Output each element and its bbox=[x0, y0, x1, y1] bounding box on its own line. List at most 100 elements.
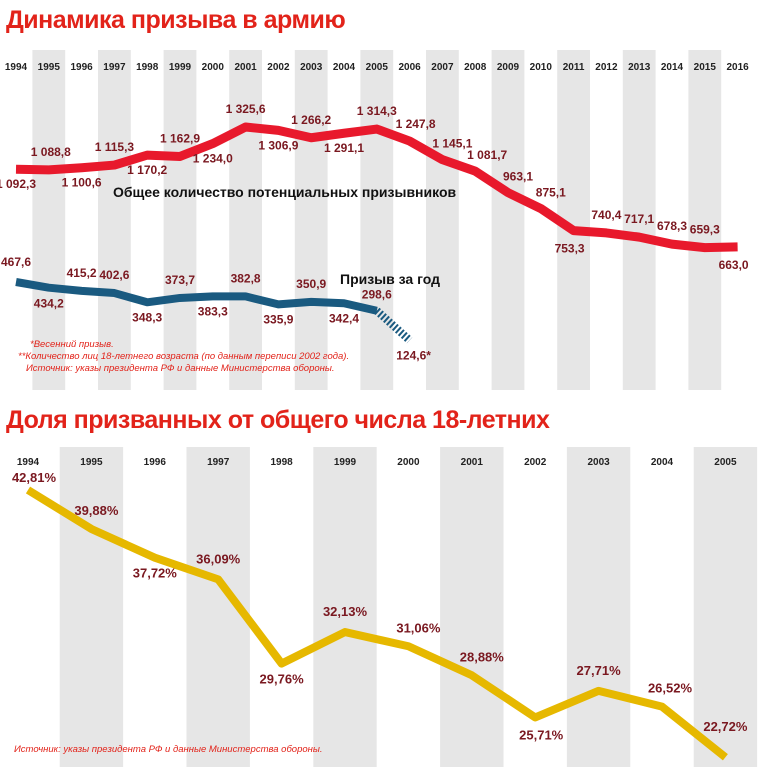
data-label-potential: 1 266,2 bbox=[291, 113, 331, 127]
data-label-potential: 1 291,1 bbox=[324, 141, 364, 155]
data-label-potential: 717,1 bbox=[624, 212, 654, 226]
x-tick-label: 2004 bbox=[333, 62, 356, 73]
data-label-conscripted: 383,3 bbox=[198, 304, 228, 318]
grid-stripe bbox=[229, 50, 262, 390]
grid-stripe bbox=[163, 50, 197, 390]
data-label-conscripted: 350,9 bbox=[296, 277, 326, 291]
x-tick-label: 1998 bbox=[270, 457, 293, 468]
x-tick-label: 2002 bbox=[524, 457, 547, 468]
series-label-potential: Общее количество потенциальных призывник… bbox=[113, 184, 456, 200]
data-label-potential: 663,0 bbox=[719, 258, 749, 272]
data-label-potential: 1 100,6 bbox=[62, 176, 102, 190]
x-tick-label: 2000 bbox=[397, 457, 420, 468]
data-label-share: 29,76% bbox=[260, 672, 305, 687]
x-tick-label: 2008 bbox=[464, 62, 487, 73]
series-line-conscripted bbox=[15, 278, 378, 315]
data-label-share: 36,09% bbox=[196, 551, 241, 566]
data-label-share: 39,88% bbox=[74, 503, 119, 518]
x-tick-label: 1994 bbox=[17, 457, 40, 468]
x-tick-label: 2009 bbox=[497, 62, 520, 73]
x-tick-label: 1996 bbox=[144, 457, 167, 468]
data-label-potential: 1 170,2 bbox=[127, 163, 167, 177]
data-label-conscripted: 467,6 bbox=[1, 255, 31, 269]
grid-stripe bbox=[440, 447, 504, 767]
series-line-share bbox=[25, 486, 728, 761]
x-tick-label: 2003 bbox=[587, 457, 610, 468]
x-tick-label: 1995 bbox=[38, 62, 61, 73]
x-tick-label: 2000 bbox=[202, 62, 225, 73]
x-tick-label: 1999 bbox=[169, 62, 192, 73]
grid-stripe bbox=[426, 50, 459, 390]
x-tick-label: 2001 bbox=[234, 62, 257, 73]
data-label-conscripted: 402,6 bbox=[99, 268, 129, 282]
data-label-share: 28,88% bbox=[460, 649, 505, 664]
data-label-share: 27,71% bbox=[577, 663, 622, 678]
data-label-conscripted: 348,3 bbox=[132, 310, 162, 324]
grid-stripe bbox=[294, 50, 328, 390]
chart1-title: Динамика призыва в армию bbox=[6, 6, 345, 34]
grid-stripe bbox=[59, 447, 124, 767]
chart2-source: Источник: указы президента РФ и данные М… bbox=[14, 744, 323, 755]
data-label-conscripted: 373,7 bbox=[165, 273, 195, 287]
x-tick-label: 2014 bbox=[661, 62, 684, 73]
data-label-potential: 678,3 bbox=[657, 219, 687, 233]
x-tick-label: 2012 bbox=[595, 62, 618, 73]
data-label-share: 22,72% bbox=[703, 719, 748, 734]
data-label-conscripted: 382,8 bbox=[231, 271, 261, 285]
grid-stripe bbox=[313, 447, 377, 767]
grid-stripe bbox=[98, 50, 131, 390]
data-label-share: 25,71% bbox=[519, 727, 564, 742]
series-label-conscripted: Призыв за год bbox=[340, 271, 440, 287]
x-tick-label: 2007 bbox=[431, 62, 454, 73]
data-label-conscripted: 335,9 bbox=[263, 312, 293, 326]
data-label-potential: 1 115,3 bbox=[95, 140, 135, 154]
grid-stripe bbox=[693, 447, 758, 767]
data-label-share: 42,81% bbox=[12, 470, 57, 485]
x-tick-label: 1999 bbox=[334, 457, 357, 468]
x-tick-label: 2016 bbox=[726, 62, 749, 73]
data-label-conscripted: 298,6 bbox=[362, 288, 392, 302]
data-label-potential: 1 088,8 bbox=[31, 145, 71, 159]
data-label-potential: 963,1 bbox=[503, 170, 533, 184]
data-label-potential: 1 325,6 bbox=[226, 102, 266, 116]
x-tick-label: 1997 bbox=[103, 62, 126, 73]
data-label-potential: 740,4 bbox=[591, 208, 621, 222]
data-label-conscripted: 124,6* bbox=[396, 348, 431, 362]
data-label-potential: 1 092,3 bbox=[0, 177, 36, 191]
grid-stripe bbox=[491, 50, 525, 390]
data-label-potential: 1 306,9 bbox=[258, 138, 298, 152]
x-tick-label: 1994 bbox=[5, 62, 28, 73]
data-label-potential: 1 081,7 bbox=[467, 148, 507, 162]
grid-stripe bbox=[622, 50, 656, 390]
footnote-2: **Количество лиц 18-летнего возраста (по… bbox=[18, 351, 349, 362]
x-tick-label: 2015 bbox=[694, 62, 717, 73]
data-label-potential: 1 314,3 bbox=[357, 104, 397, 118]
grid-stripe bbox=[32, 50, 66, 390]
x-tick-label: 2004 bbox=[651, 457, 674, 468]
footnote-1: *Весенний призыв. bbox=[30, 339, 114, 350]
data-label-share: 31,06% bbox=[396, 620, 441, 635]
x-tick-label: 1998 bbox=[136, 62, 159, 73]
data-label-conscripted: 434,2 bbox=[34, 297, 64, 311]
series-line-conscripted-dashed bbox=[374, 307, 413, 344]
data-label-potential: 659,3 bbox=[690, 223, 720, 237]
x-tick-label: 2010 bbox=[530, 62, 553, 73]
data-label-potential: 875,1 bbox=[536, 186, 566, 200]
x-tick-label: 1995 bbox=[80, 457, 103, 468]
data-label-conscripted: 342,4 bbox=[329, 311, 359, 325]
x-tick-label: 2013 bbox=[628, 62, 651, 73]
data-label-conscripted: 415,2 bbox=[67, 266, 97, 280]
footnote-source: Источник: указы президента РФ и данные М… bbox=[26, 363, 335, 374]
chart2-title: Доля призванных от общего числа 18-летни… bbox=[6, 406, 550, 434]
data-label-potential: 1 162,9 bbox=[160, 131, 200, 145]
x-tick-label: 2001 bbox=[461, 457, 484, 468]
x-tick-label: 1997 bbox=[207, 457, 230, 468]
data-label-potential: 1 145,1 bbox=[432, 137, 472, 151]
x-tick-label: 2006 bbox=[398, 62, 421, 73]
x-tick-label: 2011 bbox=[563, 62, 585, 73]
data-label-potential: 753,3 bbox=[555, 242, 585, 256]
x-tick-label: 2005 bbox=[714, 457, 737, 468]
x-tick-label: 2003 bbox=[300, 62, 323, 73]
grid-stripe bbox=[360, 50, 394, 390]
